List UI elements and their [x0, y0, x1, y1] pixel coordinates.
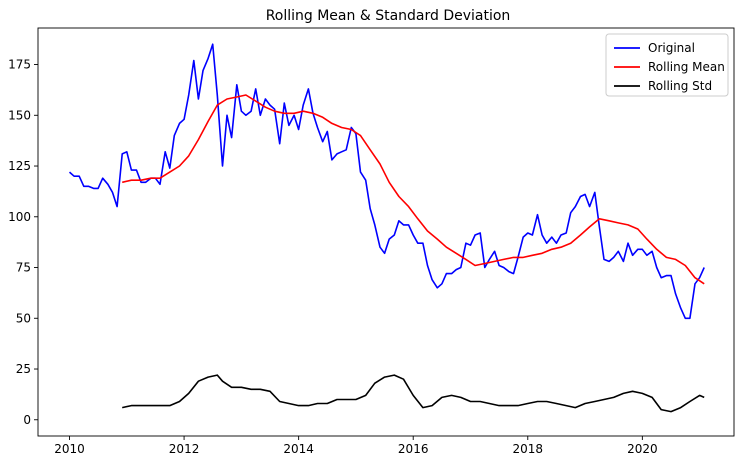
x-tick-label: 2018	[513, 442, 544, 456]
x-tick-label: 2014	[283, 442, 314, 456]
legend-label-2: Rolling Std	[648, 79, 712, 93]
axes: 2010 2012 2014 2016 2018 2020 0 25 50 75 100 125 150…	[8, 27, 735, 456]
y-tick-label: 100	[8, 210, 31, 224]
chart-title: Rolling Mean & Standard Deviation	[266, 8, 511, 24]
legend-box	[605, 33, 729, 97]
y-tick-label: 150	[8, 108, 31, 122]
axes-frame	[37, 27, 735, 437]
legend: Original Rolling Mean Rolling Std	[605, 33, 729, 97]
x-tick-label: 2016	[398, 442, 429, 456]
y-tick-label: 175	[8, 58, 31, 72]
series-line-1	[122, 94, 705, 285]
x-tick-label: 2010	[54, 442, 85, 456]
y-tick-label: 125	[8, 159, 31, 173]
y-tick-label: 25	[16, 362, 31, 376]
x-tick-label: 2012	[169, 442, 200, 456]
y-tick-label: 0	[23, 413, 31, 427]
y-tick-label: 75	[16, 261, 31, 275]
x-tick-label: 2020	[627, 442, 658, 456]
series-line-0	[68, 43, 705, 320]
plot-area	[68, 43, 705, 413]
series-line-2	[122, 374, 705, 413]
y-tick-label: 50	[16, 311, 31, 325]
legend-label-0: Original	[648, 41, 695, 55]
legend-label-1: Rolling Mean	[648, 60, 725, 74]
